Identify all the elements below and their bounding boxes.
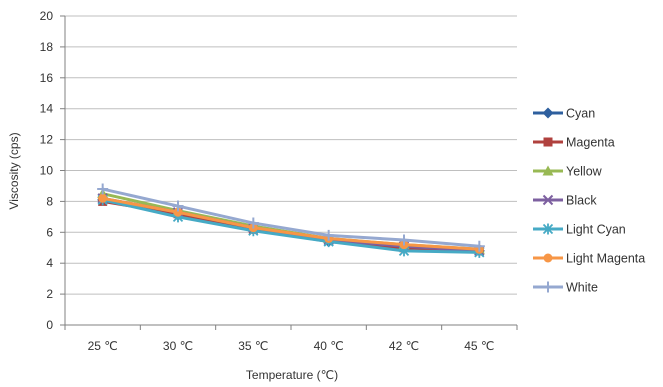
y-tick-label: 8	[46, 194, 53, 208]
legend-marker	[542, 223, 554, 235]
legend-item: White	[533, 281, 598, 295]
data-point	[398, 234, 410, 246]
x-tick-label: 25 ℃	[88, 339, 118, 353]
y-tick-label: 4	[46, 256, 53, 270]
legend-item: Yellow	[533, 165, 603, 179]
data-point	[172, 200, 184, 212]
data-point	[97, 183, 109, 195]
x-tick-label: 40 ℃	[314, 339, 344, 353]
y-tick-label: 10	[40, 164, 54, 178]
tick-labels: 0 2 4 6 8 10 12 14 16 18 20 25 ℃ 30 ℃ 35 ℃ 40 ℃ 42 ℃ 45 …	[40, 9, 495, 353]
y-tick-label: 0	[46, 318, 53, 332]
x-axis-label: Temperature (℃)	[246, 368, 338, 382]
legend-item: Light Magenta	[533, 252, 645, 266]
y-tick-label: 6	[46, 225, 53, 239]
legend-item: Black	[533, 194, 597, 208]
series-light-magenta	[98, 193, 484, 254]
legend-marker	[543, 253, 553, 263]
legend-item: Cyan	[533, 107, 595, 121]
x-tick-label: 45 ℃	[464, 339, 494, 353]
data-point	[247, 217, 259, 229]
x-tick-label: 30 ℃	[163, 339, 193, 353]
series-white	[97, 183, 485, 252]
legend-marker	[542, 281, 554, 293]
legend: Cyan Magenta Yellow Black Light Cyan Light Ma…	[533, 107, 645, 295]
axes	[60, 15, 518, 330]
legend-marker	[542, 107, 554, 119]
data-point	[323, 229, 335, 241]
legend-label: Magenta	[566, 136, 615, 150]
legend-marker	[542, 194, 554, 206]
data-point	[473, 240, 485, 252]
y-tick-label: 16	[40, 71, 54, 85]
legend-label: Yellow	[566, 165, 603, 179]
legend-marker	[543, 137, 553, 147]
data-point	[173, 207, 183, 217]
y-tick-label: 20	[40, 9, 54, 23]
y-tick-label: 12	[40, 133, 54, 147]
legend-label: Light Cyan	[566, 223, 626, 237]
legend-marker	[542, 165, 554, 176]
legend-item: Light Cyan	[533, 223, 626, 237]
legend-item: Magenta	[533, 136, 615, 150]
y-tick-label: 14	[40, 102, 54, 116]
legend-label: White	[566, 281, 598, 295]
x-tick-label: 35 ℃	[238, 339, 268, 353]
data-point	[98, 193, 108, 203]
series-line	[102, 198, 480, 254]
x-tick-label: 42 ℃	[389, 339, 419, 353]
series-yellow	[97, 188, 485, 254]
series-line	[102, 187, 480, 248]
legend-label: Cyan	[566, 107, 595, 121]
y-axis-label: Viscosity (cps)	[7, 132, 21, 209]
series-line	[102, 196, 480, 251]
legend-label: Light Magenta	[566, 252, 645, 266]
legend-label: Black	[566, 194, 597, 208]
y-tick-label: 2	[46, 287, 53, 301]
y-tick-label: 18	[40, 40, 54, 54]
series-lines	[97, 183, 485, 258]
